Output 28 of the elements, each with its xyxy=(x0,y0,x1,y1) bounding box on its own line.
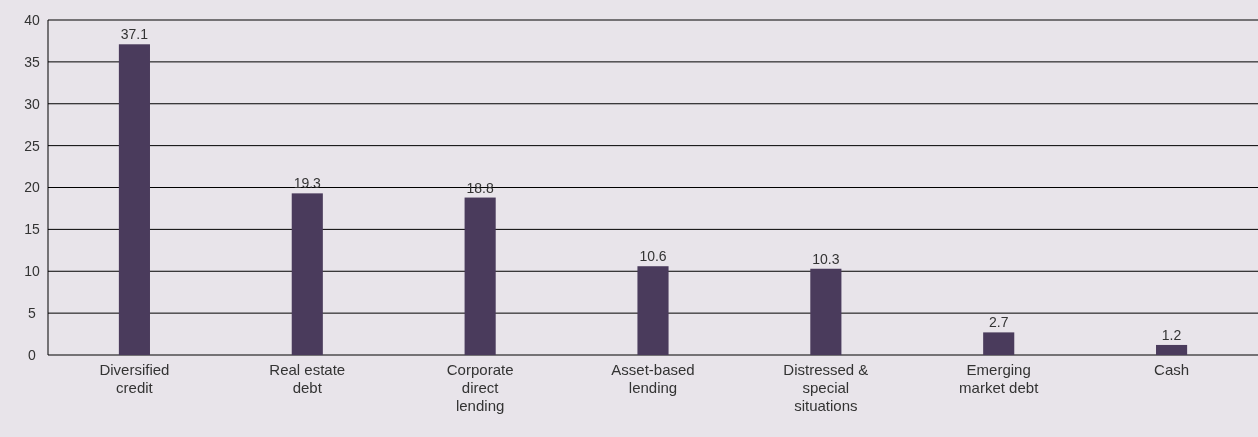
x-tick-label: Emerging market debt xyxy=(959,361,1040,396)
data-label: 1.2 xyxy=(1161,326,1182,343)
bar xyxy=(118,44,150,355)
data-label: 10.3 xyxy=(812,250,840,267)
data-label: 10.6 xyxy=(639,248,667,265)
data-label: 37.1 xyxy=(120,26,149,43)
x-tick-label: Real estate debt xyxy=(269,361,346,396)
y-tick-label: 15 xyxy=(24,221,40,238)
y-tick-label: 10 xyxy=(24,263,40,280)
y-tick-label: 40 xyxy=(24,11,40,28)
y-tick-label: 5 xyxy=(28,305,37,322)
y-tick-label: 0 xyxy=(28,346,37,363)
x-tick-label: Corporate direct lending xyxy=(446,361,514,414)
bar xyxy=(291,193,323,355)
bar xyxy=(983,332,1015,355)
y-tick-label: 30 xyxy=(24,95,40,112)
y-tick-label: 25 xyxy=(24,137,40,154)
bar xyxy=(810,268,842,355)
x-tick-label: Asset-based lending xyxy=(611,361,695,396)
x-tick-label: Distressed & special situations xyxy=(783,361,869,414)
y-tick-label: 20 xyxy=(24,179,40,196)
x-tick-label: Diversified credit xyxy=(99,361,170,396)
bar xyxy=(1156,344,1188,355)
bar xyxy=(637,266,669,355)
x-tick-label: Cash xyxy=(1154,361,1190,378)
bar xyxy=(464,197,496,355)
y-tick-label: 35 xyxy=(24,53,40,70)
data-label: 2.7 xyxy=(988,314,1009,331)
